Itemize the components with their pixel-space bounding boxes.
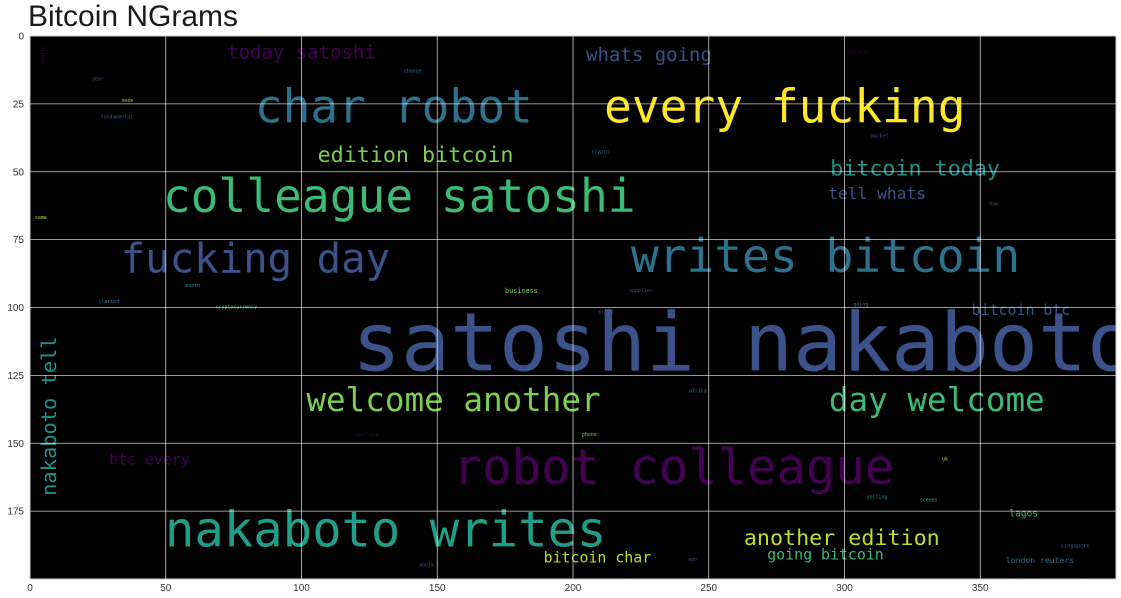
word: edition bitcoin [318, 143, 514, 168]
y-tick-label: 175 [7, 507, 24, 518]
word: writes bitcoin [631, 229, 1020, 283]
word: brain [598, 310, 613, 316]
word: fundamental [101, 114, 133, 120]
word: another edition [744, 526, 940, 551]
y-tick-label: 125 [7, 371, 24, 382]
y-tick-label: 50 [13, 167, 25, 178]
word: month [186, 283, 201, 289]
x-tick-label: 350 [972, 583, 989, 594]
word: market [871, 133, 889, 139]
word: supplier [629, 288, 653, 294]
word: made [122, 98, 134, 104]
x-tick-label: 300 [836, 583, 853, 594]
x-tick-label: 200 [565, 583, 582, 594]
word: welcome another [306, 381, 600, 419]
word: same [35, 215, 47, 221]
word: uk [942, 457, 948, 463]
word: scenes [920, 497, 938, 503]
y-tick-label: 100 [7, 303, 24, 314]
x-tick-label: 150 [429, 583, 446, 594]
x-tick-label: 50 [160, 583, 172, 594]
word: phone [582, 432, 597, 438]
word: going [853, 302, 868, 308]
word: london reuters [1006, 555, 1074, 565]
chart-title: Bitcoin NGrams [28, 0, 239, 33]
word: business [505, 287, 538, 295]
word: char robot [255, 80, 533, 134]
plot-frame [29, 35, 1117, 580]
word: africa [689, 389, 707, 395]
word: abuja [419, 562, 434, 568]
word: ago [688, 557, 697, 563]
word: tell whats [828, 184, 926, 203]
word: bitcoin char [544, 548, 652, 566]
word: fucking day [121, 235, 390, 283]
x-tick-label: 0 [27, 583, 33, 594]
word: lagos [1009, 508, 1038, 519]
y-tick-label: 0 [18, 32, 24, 43]
word: year [92, 76, 104, 82]
word: crypto [591, 150, 609, 156]
x-tick-label: 100 [293, 583, 310, 594]
word: btc every [109, 451, 190, 469]
y-tick-label: 25 [13, 99, 25, 110]
word: robot colleague [453, 439, 895, 496]
word: bitcoin btc [972, 301, 1071, 319]
word: going bitcoin [767, 546, 884, 564]
word: how [989, 201, 998, 207]
word: whats going [586, 44, 712, 66]
y-tick-label: 150 [7, 439, 24, 450]
word: every fucking [604, 80, 966, 134]
word: singapore [1061, 543, 1090, 549]
x-tick-label: 250 [700, 583, 717, 594]
y-tick-label: 75 [13, 235, 25, 246]
word: satoshi nakaboto [352, 295, 1121, 390]
word: colleague satoshi [163, 169, 636, 223]
word: day welcome [829, 381, 1045, 419]
word: bustling [355, 432, 379, 438]
word: abolaji [848, 49, 869, 55]
word: bitcoin today [830, 157, 1000, 182]
word: nakaboto tell [37, 336, 61, 496]
word: selling [867, 495, 888, 501]
word: nakaboto writes [165, 502, 607, 559]
word: change [404, 68, 422, 74]
word: started [98, 299, 119, 305]
word: mobile [41, 46, 47, 64]
word-layer: satoshi nakaboto char robot every fucking c… [35, 41, 1121, 568]
